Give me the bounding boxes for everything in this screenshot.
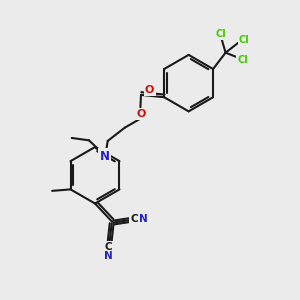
Text: N: N xyxy=(100,150,110,163)
Text: O: O xyxy=(145,85,154,94)
Text: N: N xyxy=(104,251,113,261)
Text: N: N xyxy=(139,214,148,224)
Text: Cl: Cl xyxy=(237,55,248,65)
Text: Cl: Cl xyxy=(216,28,226,39)
Text: Cl: Cl xyxy=(239,35,250,45)
Text: C: C xyxy=(105,242,112,253)
Text: O: O xyxy=(136,109,146,119)
Text: C: C xyxy=(131,214,138,224)
